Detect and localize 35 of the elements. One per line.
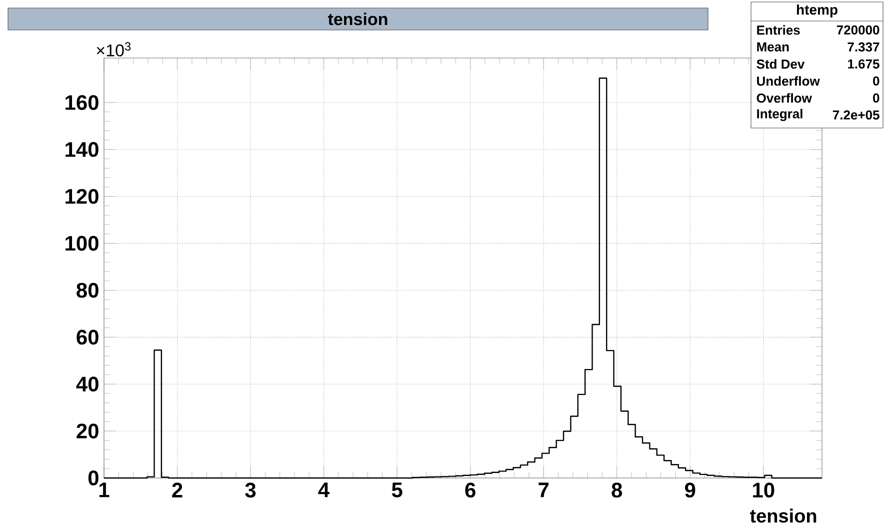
y-tick-label: 120 [66, 188, 98, 204]
y-tick-label: 160 [66, 95, 98, 110]
annotation: Std Dev [756, 59, 805, 69]
y-tick-label: 0 [88, 470, 98, 486]
text: ×10$^{3}$ [96, 42, 131, 56]
y-tick-label: 20 [76, 424, 98, 438]
x-tick-label: 5 [392, 482, 402, 498]
y-tick-label: 100 [66, 236, 98, 251]
y-tick-label: 140 [66, 142, 98, 157]
x-tick-label: 6 [465, 482, 476, 498]
text: 7.2e+05 [832, 110, 880, 120]
annotation: Integral [757, 108, 802, 122]
x-tick-label: 10 [753, 482, 774, 498]
text: 0 [873, 76, 880, 86]
text: Entries [757, 25, 800, 35]
x-tick-label: 4 [318, 482, 330, 498]
y-tick-label: 80 [76, 282, 98, 298]
text: Mean [757, 42, 789, 52]
y-tick-label: 60 [76, 330, 98, 345]
chart-title: tension [328, 12, 388, 26]
annotation: Overflow [756, 93, 812, 103]
x-tick-label: 2 [172, 482, 182, 498]
text: htemp [796, 4, 838, 18]
x-tick-label: 1 [99, 482, 110, 498]
annotation: Underflow [757, 76, 820, 86]
text: 7.337 [848, 42, 880, 52]
y-tick-label: 40 [76, 376, 98, 392]
text: 0 [873, 93, 880, 103]
x-tick-label: 9 [685, 482, 696, 498]
x-tick-label: 3 [245, 482, 256, 498]
text: 720000 [836, 25, 880, 35]
x-tick-label: 7 [538, 482, 549, 498]
x-tick-label: 8 [612, 482, 622, 498]
text: 1.675 [848, 59, 880, 69]
x-axis-title: tension [750, 508, 816, 523]
